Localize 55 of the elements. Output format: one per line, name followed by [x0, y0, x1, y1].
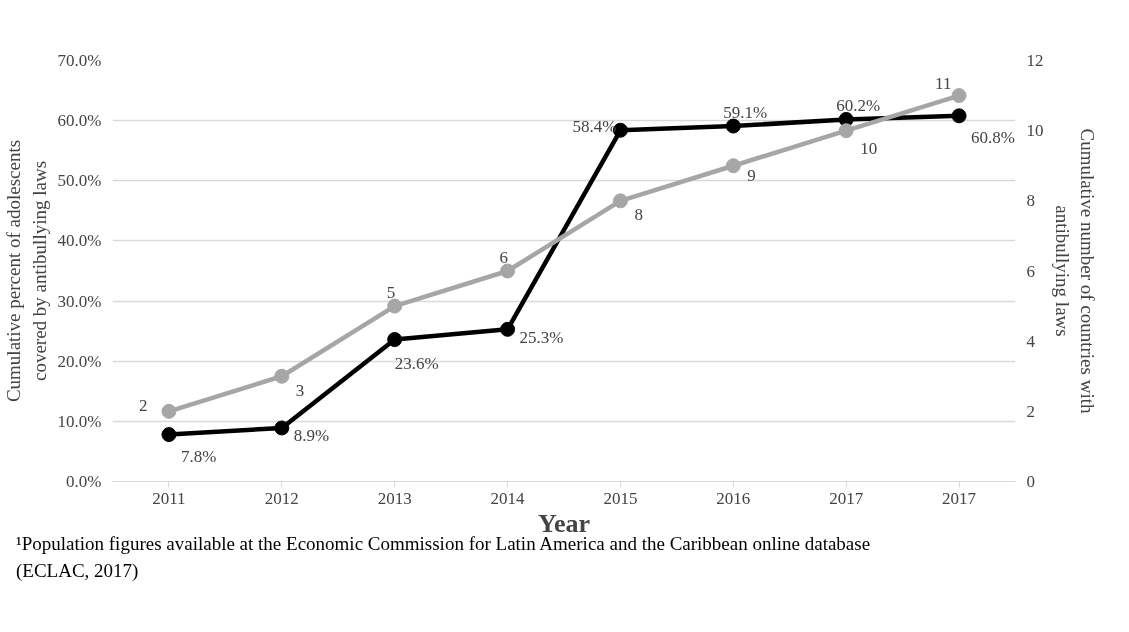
x-tick-label: 2016: [716, 488, 751, 508]
data-label: 25.3%: [519, 327, 564, 347]
y2-tick-label: 12: [1026, 51, 1044, 70]
point: [951, 88, 967, 104]
data-label: 9: [747, 166, 756, 186]
data-label: 8.9%: [293, 426, 330, 446]
data-label: 7.8%: [180, 447, 217, 467]
y-tick-label: 70.0%: [57, 51, 102, 70]
data-label: 3: [295, 380, 305, 400]
point: [500, 321, 516, 337]
y-tick-label: 30.0%: [57, 291, 102, 311]
y2-axis-title: Cumulative number of countries with antibullying laws: [1051, 128, 1098, 414]
x-tick-label: 2013: [377, 488, 412, 508]
x-tick-label: 2014: [490, 488, 526, 508]
y2-tick-label: 8: [1026, 191, 1035, 211]
point: [161, 427, 177, 443]
y2-tick-label: 2: [1026, 401, 1035, 421]
data-label: 2: [138, 395, 148, 415]
y-tick-label: 40.0%: [57, 231, 102, 251]
data-label: 59.1%: [723, 102, 768, 122]
y2-tick-label: 6: [1026, 261, 1035, 281]
point: [725, 158, 741, 174]
y-axis-title: Cumulative percent of adolescents covered by antibullying laws: [3, 139, 50, 403]
y-tick-label: 20.0%: [57, 351, 102, 371]
x-tick-label: 2015: [603, 488, 638, 508]
y-tick-label: 60.0%: [57, 111, 102, 131]
point: [838, 123, 854, 139]
point: [387, 298, 403, 314]
x-tick-label: 2017: [829, 488, 864, 508]
data-label: 10: [860, 139, 878, 159]
data-label: 11: [935, 74, 952, 94]
x-tick-label: 2017: [942, 488, 977, 508]
x-tick-label: 2011: [152, 488, 186, 508]
point: [612, 193, 628, 209]
data-label: 8: [634, 205, 643, 225]
point: [274, 420, 290, 436]
point: [725, 118, 741, 134]
data-label: 23.6%: [394, 354, 439, 374]
point: [951, 108, 967, 124]
data-label: 60.8%: [971, 128, 1015, 148]
y2-tick-label: 0: [1026, 472, 1035, 491]
point: [500, 263, 516, 279]
y2-tick-label: 10: [1026, 121, 1044, 141]
point: [274, 368, 290, 384]
y-tick-label: 0.0%: [66, 472, 102, 491]
y2-tick-label: 4: [1026, 331, 1036, 351]
x-tick-label: 2012: [264, 488, 299, 508]
data-label: 5: [386, 282, 396, 302]
point: [387, 332, 403, 348]
y-tick-label: 10.0%: [57, 411, 102, 431]
y-tick-label: 50.0%: [57, 171, 102, 191]
data-label: 60.2%: [836, 95, 881, 115]
data-label: 58.4%: [572, 116, 617, 136]
data-label: 6: [499, 247, 509, 267]
point: [161, 403, 177, 419]
